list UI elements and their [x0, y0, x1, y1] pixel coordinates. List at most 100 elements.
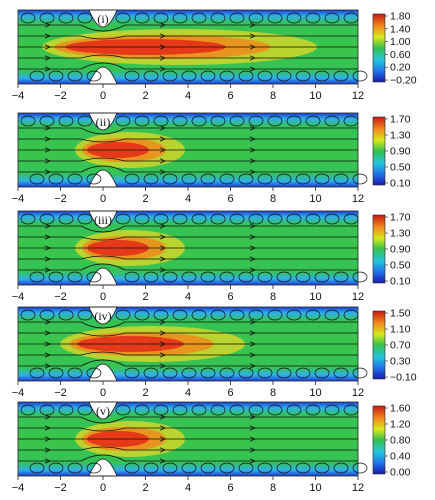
- colorbar-tick-label: −0.20: [390, 75, 417, 87]
- colorbar-tick-label: 0.90: [390, 146, 411, 158]
- colorbar-tick-label: 1.50: [390, 308, 411, 320]
- colorbar-tick-label: 0.40: [390, 451, 411, 463]
- x-tick-label: 0: [100, 90, 106, 102]
- x-tick-label: −2: [54, 193, 67, 205]
- colorbar-tick-label: 1.10: [390, 324, 411, 336]
- colorbar-tick-label: 0.00: [390, 467, 411, 479]
- colorbar-tick-label: 0.50: [390, 162, 411, 174]
- colorbar-tick-label: 0.60: [390, 49, 411, 61]
- x-axis: −4 −2 0 2 4 6 8 10 12: [12, 285, 364, 303]
- colorbar-tick-label: 0.10: [390, 178, 411, 190]
- x-tick-label: 10: [309, 291, 321, 303]
- wall-vortices: [20, 213, 368, 283]
- x-tick-label: 2: [142, 482, 148, 494]
- x-tick-label: 4: [185, 482, 191, 494]
- x-tick-label: 2: [142, 193, 148, 205]
- x-tick-label: −4: [12, 291, 25, 303]
- x-tick-label: 8: [270, 291, 276, 303]
- x-tick-label: 12: [352, 387, 364, 399]
- colorbar-tick-label: 1.80: [390, 11, 411, 23]
- colorbar-tick-label: 0.20: [390, 62, 411, 74]
- x-tick-label: 12: [352, 482, 364, 494]
- x-tick-label: 0: [100, 291, 106, 303]
- streamlines: [18, 22, 358, 72]
- wall-vortices: [20, 115, 368, 185]
- panel-label: (ii): [96, 115, 111, 129]
- colorbar: 1.70 1.30 0.90 0.50 0.10: [372, 212, 411, 288]
- x-tick-label: −2: [54, 482, 67, 494]
- streamlines: [18, 125, 358, 175]
- colorbar-tick-label: 0.50: [390, 260, 411, 272]
- colorbar-tick-label: 0.10: [390, 276, 411, 288]
- x-tick-label: 2: [142, 291, 148, 303]
- x-tick-label: 6: [227, 193, 233, 205]
- x-tick-label: 0: [100, 482, 106, 494]
- x-tick-label: 10: [309, 387, 321, 399]
- x-tick-label: 10: [309, 193, 321, 205]
- panel-1: (i) −4 −2 0 2 4 6 8 10 12 1.801.401.000.600.20−0.2…: [12, 9, 417, 102]
- x-tick-label: −2: [54, 291, 67, 303]
- x-tick-label: 4: [185, 387, 191, 399]
- x-tick-label: 4: [185, 291, 191, 303]
- x-tick-label: 6: [227, 291, 233, 303]
- x-axis: −4 −2 0 2 4 6 8 10 12: [12, 84, 364, 102]
- x-tick-label: 6: [227, 387, 233, 399]
- panels-group: (i) −4 −2 0 2 4 6 8 10 12 1.801.401.000.600.20−0.2…: [12, 9, 417, 494]
- panel-4: (iv) −4 −2 0 2 4 6 8 10 12 1.50 1.10 0.70 0.30 −0.10: [12, 306, 417, 399]
- streamlines: [18, 319, 358, 369]
- x-tick-label: 0: [100, 193, 106, 205]
- x-tick-label: −2: [54, 90, 67, 102]
- panel-2: (ii) −4 −2 0 2 4 6 8 10 12 1.70 1.30 0.90 0.50 0.10: [12, 112, 411, 205]
- x-tick-label: 12: [352, 90, 364, 102]
- colorbar-tick-label: 1.40: [390, 23, 411, 35]
- x-tick-label: −4: [12, 193, 25, 205]
- colorbar-tick-label: 1.00: [390, 36, 411, 48]
- x-tick-label: −4: [12, 387, 25, 399]
- colorbar-tick-label: 1.70: [390, 114, 411, 126]
- colorbar-tick-label: −0.10: [390, 372, 417, 384]
- panel-label: (v): [96, 404, 110, 418]
- colorbar-tick-label: 1.30: [390, 228, 411, 240]
- x-tick-label: 10: [309, 482, 321, 494]
- colorbar-tick-label: 0.80: [390, 435, 411, 447]
- panel-3: (iii) −4 −2 0 2 4 6 8 10 12 1.70 1.30 0.90 0.50 0.10: [12, 210, 411, 303]
- wall-vortices: [20, 12, 368, 82]
- colorbar: 1.801.401.000.600.20−0.20: [372, 11, 417, 87]
- panel-label: (iv): [94, 309, 111, 323]
- colorbar: 1.50 1.10 0.70 0.30 −0.10: [372, 308, 417, 384]
- x-tick-label: 8: [270, 90, 276, 102]
- x-tick-label: 12: [352, 291, 364, 303]
- colorbar-tick-label: 1.20: [390, 419, 411, 431]
- x-tick-label: 8: [270, 193, 276, 205]
- x-tick-label: 0: [100, 387, 106, 399]
- x-tick-label: −4: [12, 482, 25, 494]
- streamlines: [18, 223, 358, 273]
- x-tick-label: 6: [227, 90, 233, 102]
- colorbar-tick-label: 0.70: [390, 340, 411, 352]
- x-tick-label: 12: [352, 193, 364, 205]
- x-axis: −4 −2 0 2 4 6 8 10 12: [12, 381, 364, 399]
- x-tick-label: 8: [270, 387, 276, 399]
- panel-label: (iii): [94, 213, 112, 227]
- colorbar-tick-label: 0.30: [390, 356, 411, 368]
- panel-label: (i): [97, 12, 108, 26]
- x-tick-label: 6: [227, 482, 233, 494]
- x-tick-label: 8: [270, 482, 276, 494]
- x-tick-label: 2: [142, 90, 148, 102]
- x-axis: −4 −2 0 2 4 6 8 10 12: [12, 476, 364, 494]
- colorbar: 1.70 1.30 0.90 0.50 0.10: [372, 114, 411, 190]
- wall-vortices: [20, 404, 368, 474]
- x-tick-label: −2: [54, 387, 67, 399]
- colorbar-tick-label: 0.90: [390, 244, 411, 256]
- x-tick-label: −4: [12, 90, 25, 102]
- wall-vortices: [20, 309, 368, 379]
- panel-5: (v) −4 −2 0 2 4 6 8 10 12 1.60 1.20 0.80 0.40 0.00: [12, 401, 411, 494]
- x-tick-label: 10: [309, 90, 321, 102]
- streamlines: [18, 414, 358, 464]
- colorbar: 1.60 1.20 0.80 0.40 0.00: [372, 403, 411, 479]
- colorbar-tick-label: 1.30: [390, 130, 411, 142]
- x-axis: −4 −2 0 2 4 6 8 10 12: [12, 187, 364, 205]
- colorbar-tick-label: 1.70: [390, 212, 411, 224]
- x-tick-label: 4: [185, 90, 191, 102]
